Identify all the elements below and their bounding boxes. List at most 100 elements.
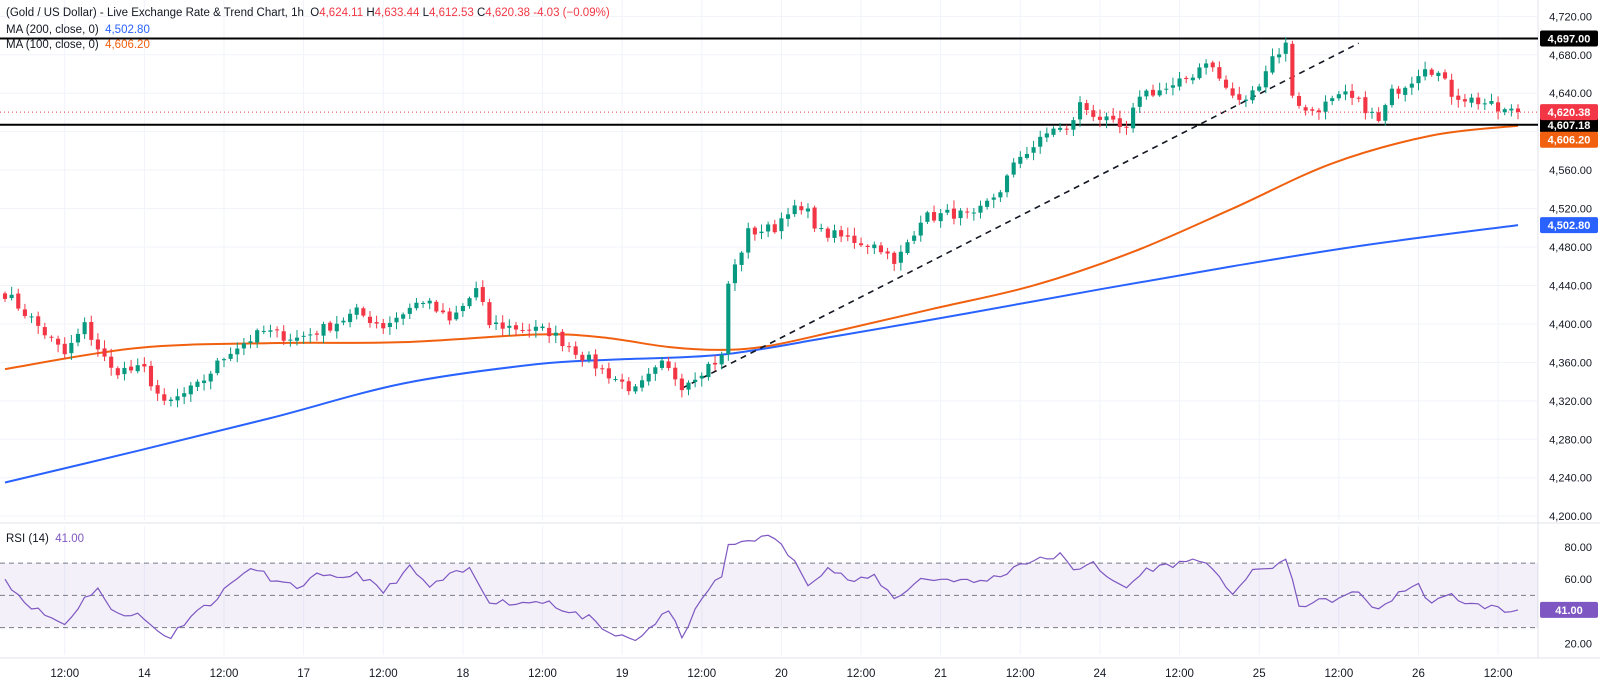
candle-body xyxy=(606,368,611,379)
candle xyxy=(281,325,286,345)
candle xyxy=(321,321,326,344)
candle-body xyxy=(480,287,485,303)
ma200-legend[interactable]: MA (200, close, 0) 4,502.80 xyxy=(6,23,150,38)
ma100-legend[interactable]: MA (100, close, 0) 4,606.20 xyxy=(6,38,150,53)
candle-body xyxy=(175,396,180,401)
candle xyxy=(633,384,638,394)
rsi-legend[interactable]: RSI (14) 41.00 xyxy=(6,533,84,545)
candle xyxy=(951,200,957,225)
ma200-value: 4,502.80 xyxy=(105,24,150,36)
candle xyxy=(1004,173,1010,198)
candle xyxy=(965,207,970,219)
candle-body xyxy=(600,368,605,370)
candle-body xyxy=(16,293,21,309)
candle xyxy=(162,388,167,406)
candle xyxy=(620,373,625,389)
candle xyxy=(1496,96,1501,120)
candle-body xyxy=(361,308,366,316)
candle xyxy=(401,312,406,326)
candle xyxy=(301,331,306,344)
candle-body xyxy=(168,399,173,402)
candle xyxy=(560,328,565,352)
candle xyxy=(1423,61,1428,81)
candle-body xyxy=(182,393,187,397)
price-tick-label: 4,280.00 xyxy=(1549,434,1592,446)
candle xyxy=(858,237,864,247)
candle xyxy=(109,348,114,376)
candle-body xyxy=(759,231,764,234)
candle xyxy=(56,335,61,353)
candle-body xyxy=(56,338,61,345)
candle-body xyxy=(1429,69,1434,75)
time-tick-label: 19 xyxy=(616,668,629,680)
candle xyxy=(387,316,392,335)
candle-body xyxy=(1064,128,1069,130)
candles[interactable] xyxy=(2,37,1521,408)
candle xyxy=(1044,127,1049,143)
candle xyxy=(1389,84,1394,108)
candle-body xyxy=(294,337,300,341)
candle-body xyxy=(1051,128,1056,135)
candle-body xyxy=(799,206,804,211)
candle-body xyxy=(1436,72,1441,77)
ma200-label: MA (200, close, 0) xyxy=(6,24,99,36)
candle-body xyxy=(1184,77,1189,80)
candle-body xyxy=(1376,112,1381,121)
candle xyxy=(1084,99,1089,116)
candle-body xyxy=(1117,118,1122,127)
candle-body xyxy=(460,305,465,312)
candle-body xyxy=(912,235,917,241)
rsi-tick-label: 20.00 xyxy=(1564,639,1592,651)
candle xyxy=(334,315,339,339)
time-tick-label: 12:00 xyxy=(1006,668,1035,680)
candle xyxy=(467,296,472,309)
candle xyxy=(354,303,359,320)
candle xyxy=(547,322,552,343)
candle-body xyxy=(712,362,718,365)
candle xyxy=(241,337,246,356)
candle-body xyxy=(308,334,313,336)
candle xyxy=(1416,69,1421,91)
candle-body xyxy=(938,213,943,222)
candle-body xyxy=(931,212,937,221)
close-value: 4,620.38 xyxy=(485,7,531,19)
candle-body xyxy=(872,244,877,249)
candle xyxy=(1429,67,1434,77)
level-price-label-text: 4,697.00 xyxy=(1548,33,1591,45)
candle-body xyxy=(215,360,220,374)
candle xyxy=(1031,140,1036,161)
candle-body xyxy=(255,330,260,343)
time-tick-label: 18 xyxy=(456,668,469,680)
candle xyxy=(341,317,346,326)
candle-body xyxy=(1509,108,1514,111)
candle xyxy=(102,340,107,361)
rsi-pane[interactable] xyxy=(0,534,1538,642)
time-tick-label: 20 xyxy=(775,668,788,680)
ma100-value: 4,606.20 xyxy=(105,39,150,51)
candle xyxy=(845,227,850,242)
candle xyxy=(726,280,731,361)
candle xyxy=(712,355,718,371)
candle-body xyxy=(726,283,731,354)
candle xyxy=(1064,124,1069,135)
candle xyxy=(931,205,937,223)
candle xyxy=(553,325,558,343)
candle xyxy=(1058,122,1063,133)
candle xyxy=(1283,37,1288,62)
candle xyxy=(129,359,134,374)
candle-body xyxy=(235,348,240,355)
candle xyxy=(573,341,578,359)
candle xyxy=(288,333,293,347)
candle xyxy=(1383,103,1388,126)
candle xyxy=(507,319,512,336)
candle xyxy=(474,281,479,301)
candle xyxy=(1449,73,1454,105)
candle-body xyxy=(142,363,147,367)
candle xyxy=(447,307,452,325)
candle-body xyxy=(845,235,850,237)
time-tick-label: 12:00 xyxy=(50,668,79,680)
candle xyxy=(294,330,300,346)
candle-body xyxy=(367,316,373,323)
candle xyxy=(367,311,373,328)
